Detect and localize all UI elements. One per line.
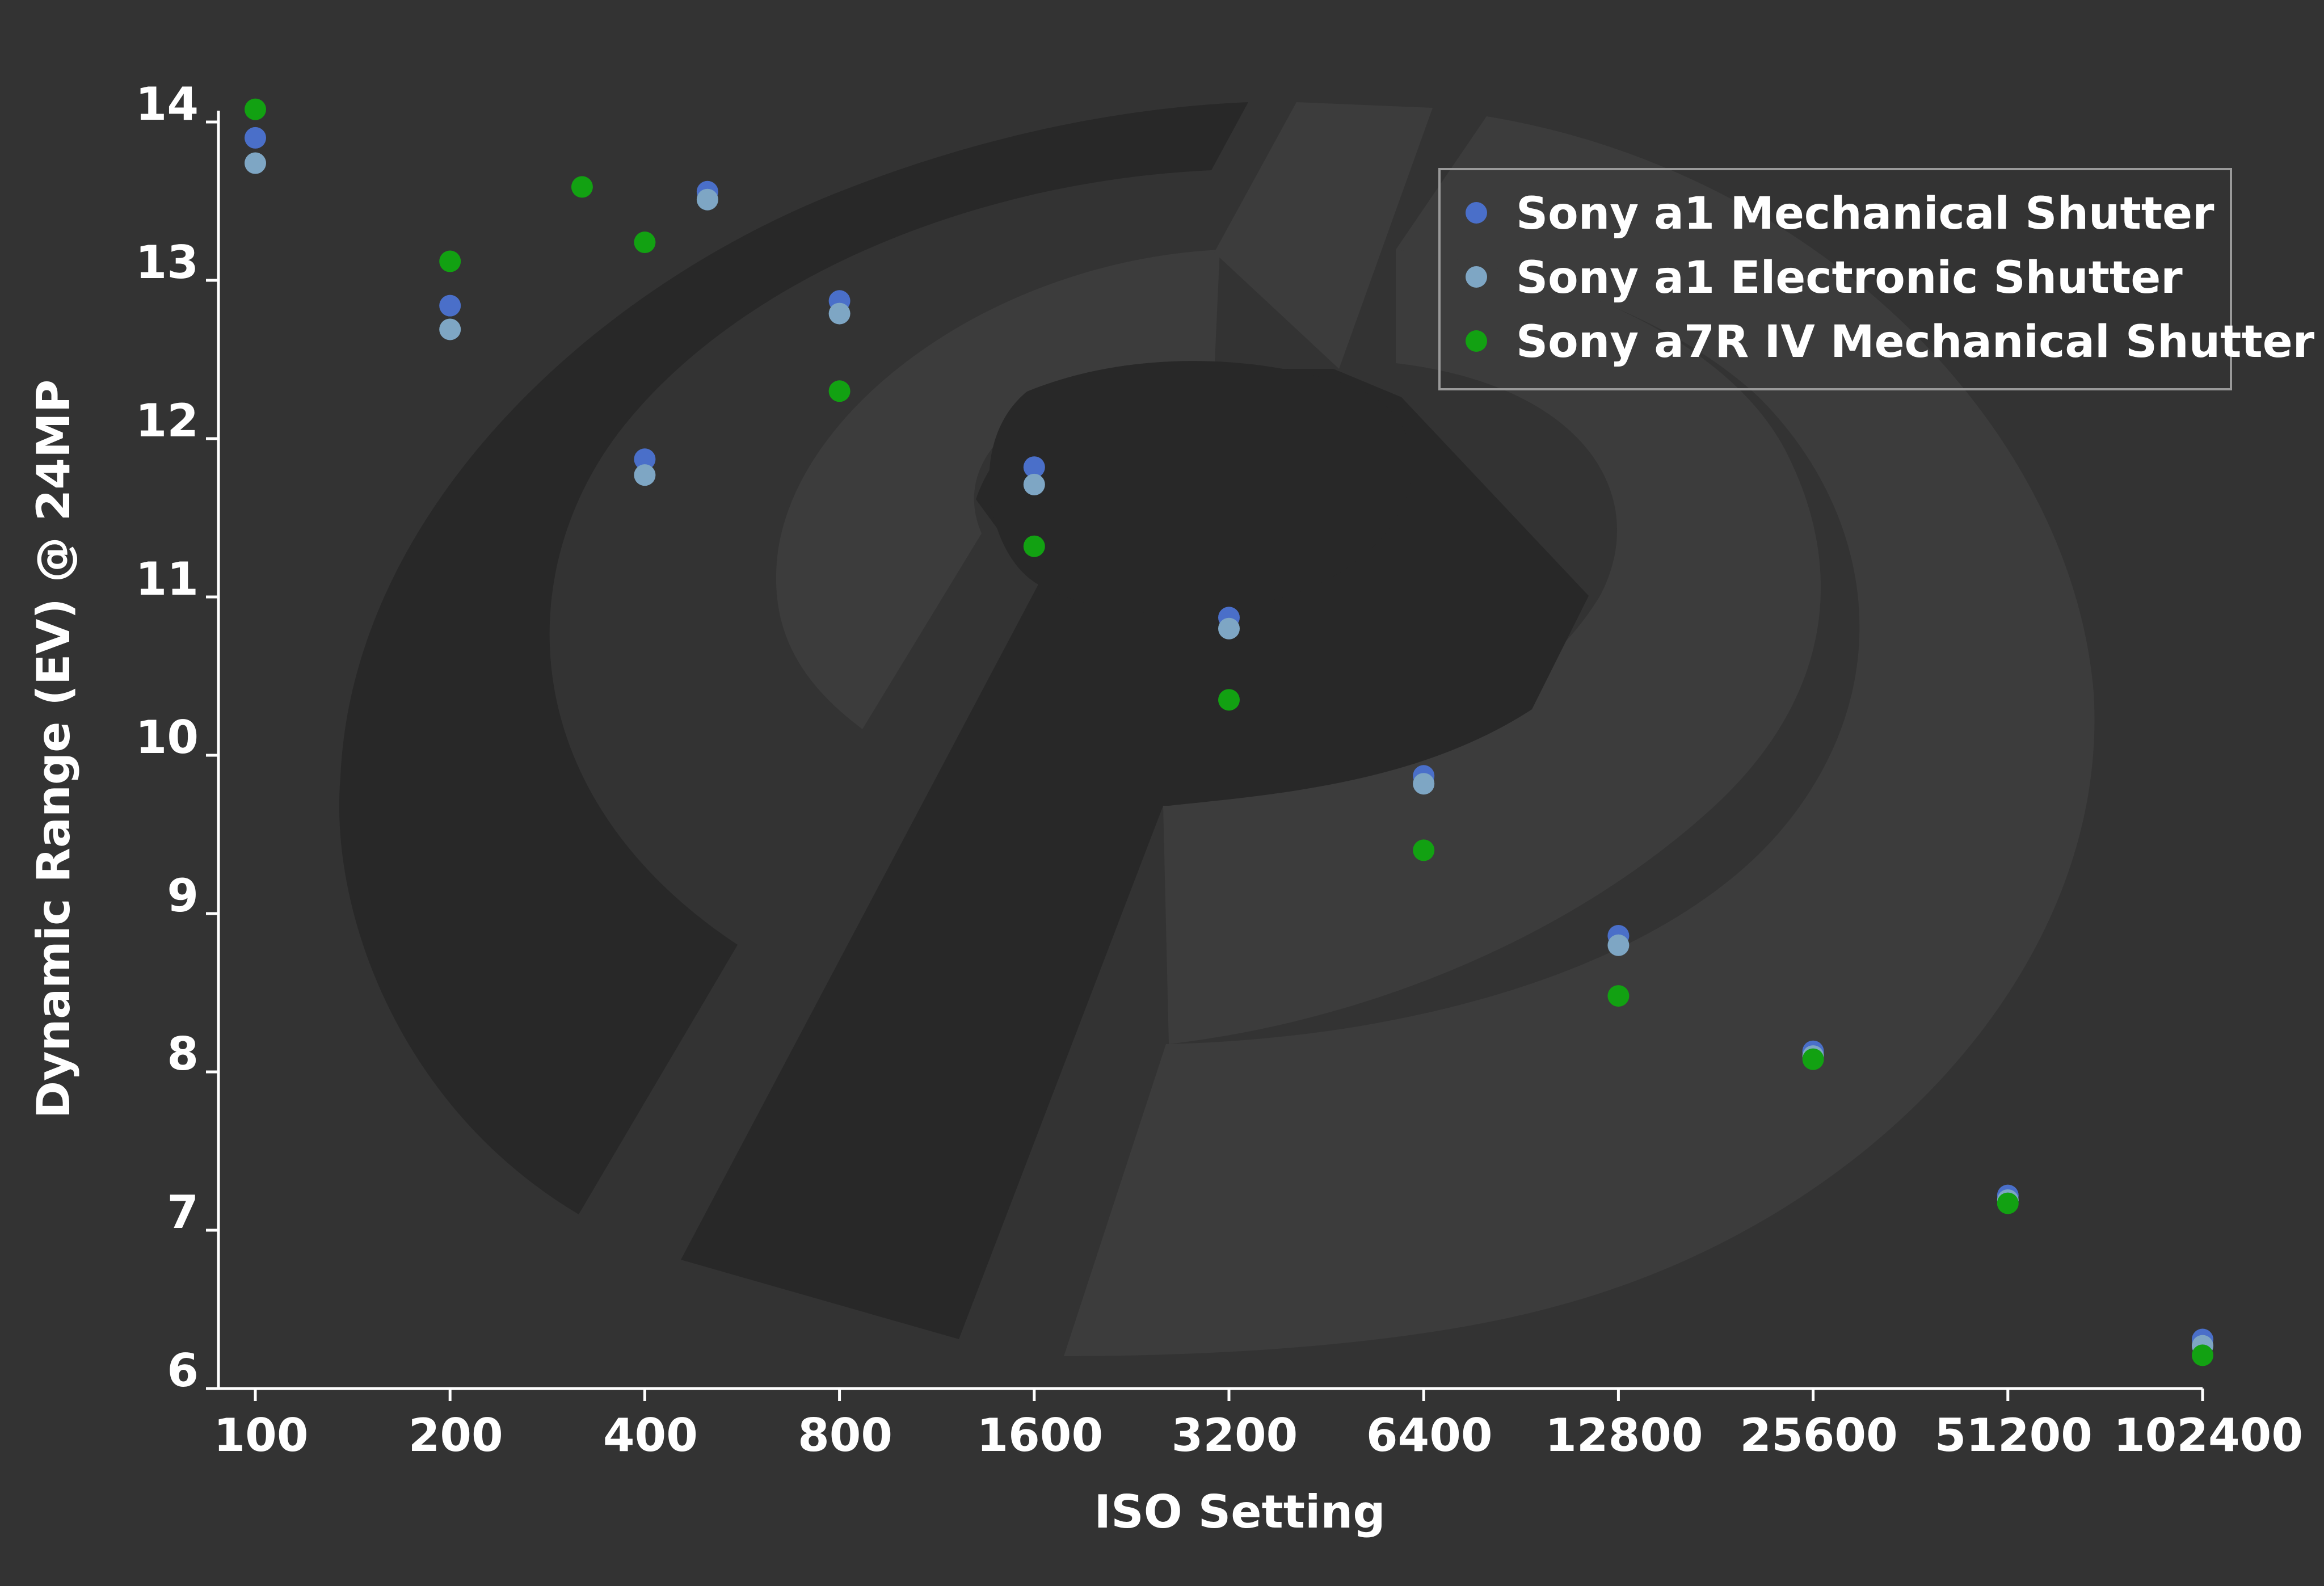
legend-frame: [1438, 168, 2232, 390]
data-point: [1218, 689, 1240, 711]
data-point: [1023, 473, 1045, 495]
y-axis-ticks: 6 7 8 9 10 11 12 13 14: [136, 78, 218, 1397]
data-point: [634, 232, 656, 254]
legend-marker: [1466, 330, 1487, 352]
y-axis-title: Dynamic Range (EV) @ 24MP: [27, 380, 80, 1118]
data-point: [696, 188, 718, 211]
x-axis-title: ISO Setting: [1094, 1486, 1385, 1538]
y-tick-label: 6: [167, 1344, 199, 1397]
data-point: [1218, 617, 1240, 640]
watermark-middle-ring-right: [1163, 250, 1821, 1044]
y-tick-label: 10: [136, 711, 199, 764]
x-tick-label: 3200: [1172, 1409, 1298, 1462]
data-point: [1802, 1048, 1824, 1070]
y-tick-label: 13: [136, 236, 199, 289]
legend-marker: [1466, 266, 1487, 288]
x-tick-label: 800: [798, 1409, 892, 1462]
data-point: [245, 152, 266, 174]
legend-items: Sony a1 Mechanical Shutter Sony a1 Electr…: [1466, 188, 2315, 368]
y-tick-label: 14: [136, 78, 199, 131]
y-tick-label: 7: [167, 1186, 199, 1239]
x-tick-label: 102400: [2114, 1409, 2303, 1462]
data-point: [2192, 1344, 2213, 1366]
x-tick-label: 12800: [1545, 1409, 1703, 1462]
watermark-diagonal-bar: [1214, 102, 1433, 369]
y-tick-label: 12: [136, 394, 199, 447]
data-point: [439, 295, 461, 317]
legend-label: Sony a1 Electronic Shutter: [1516, 253, 2183, 304]
legend-label: Sony a1 Mechanical Shutter: [1516, 188, 2214, 239]
x-tick-label: 51200: [1935, 1409, 2093, 1462]
legend-marker: [1466, 202, 1487, 224]
data-points: [245, 98, 2213, 1366]
data-point: [1023, 535, 1045, 557]
y-tick-label: 11: [136, 553, 199, 605]
series-3: [245, 98, 2213, 1366]
data-point: [439, 318, 461, 340]
data-point: [1413, 839, 1435, 861]
x-tick-label: 25600: [1740, 1409, 1897, 1462]
x-tick-label: 400: [603, 1409, 698, 1462]
legend-label: Sony a7R IV Mechanical Shutter: [1516, 317, 2315, 368]
data-point: [1607, 934, 1630, 956]
watermark-lower-ring: [1064, 116, 2095, 1356]
y-tick-label: 8: [167, 1028, 199, 1080]
data-point: [1997, 1192, 2019, 1214]
x-tick-label: 200: [409, 1409, 503, 1462]
data-point: [1607, 985, 1630, 1007]
watermark-stem: [681, 369, 1589, 1339]
x-tick-label: 1600: [976, 1409, 1103, 1462]
data-point: [439, 250, 461, 272]
data-point: [1413, 773, 1435, 795]
x-tick-label: 6400: [1366, 1409, 1493, 1462]
data-point: [245, 127, 266, 149]
data-point: [634, 448, 656, 470]
data-point: [828, 380, 851, 402]
data-point: [571, 176, 593, 198]
watermark-inner-hole: [989, 361, 1413, 614]
x-axis-ticks: 100 200 400 800 1600 3200 6400 12800 25600 51200 1…: [214, 1389, 2303, 1462]
x-tick-label: 100: [214, 1409, 309, 1462]
legend: Sony a1 Mechanical Shutter Sony a1 Electr…: [1438, 168, 2315, 390]
data-point: [828, 302, 851, 325]
y-tick-label: 9: [167, 869, 199, 922]
watermark-logo: [339, 102, 2095, 1356]
data-point: [1023, 456, 1045, 478]
watermark-outer-ring: [339, 102, 1248, 1214]
data-point: [245, 98, 266, 120]
data-point: [634, 464, 656, 486]
